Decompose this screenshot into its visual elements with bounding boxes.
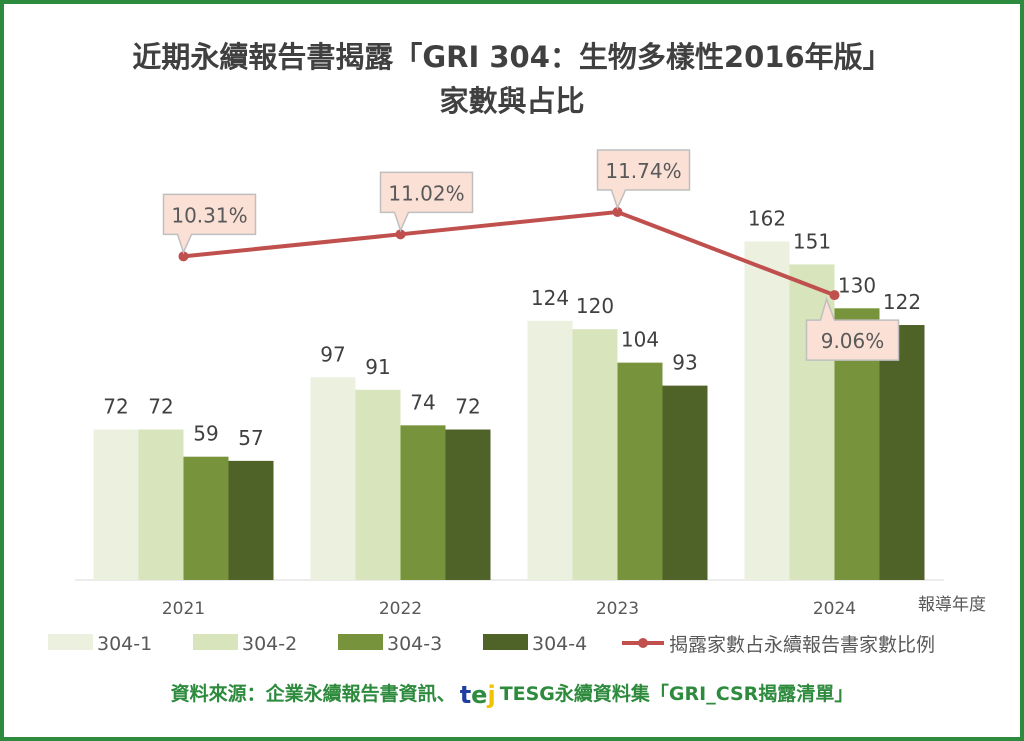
line-data-callout xyxy=(596,149,691,211)
legend-swatch-304-4 xyxy=(483,634,528,650)
bar-data-label: 59 xyxy=(193,422,218,446)
line-data-label: 9.06% xyxy=(821,329,885,353)
bar-304-1-2024 xyxy=(744,241,790,581)
bar-data-label: 93 xyxy=(672,351,697,375)
line-point xyxy=(395,229,406,240)
bar-304-3-2023 xyxy=(617,362,663,580)
line-data-label: 11.74% xyxy=(605,159,681,183)
bar-304-4-2023 xyxy=(662,385,708,580)
bar-304-4-2024 xyxy=(879,325,925,580)
bar-304-1-2023 xyxy=(527,320,573,580)
bar-data-label: 162 xyxy=(748,206,786,230)
legend-swatch-304-1 xyxy=(48,634,93,650)
bar-304-1-2021 xyxy=(93,429,139,580)
bar-data-label: 72 xyxy=(103,395,128,419)
bar-data-label: 74 xyxy=(410,390,435,414)
bar-data-label: 124 xyxy=(531,286,569,310)
bar-data-label: 104 xyxy=(621,328,659,352)
bar-data-label: 151 xyxy=(793,229,831,253)
legend-label: 揭露家數占永續報告書家數比例 xyxy=(669,634,935,656)
bar-data-label: 122 xyxy=(883,290,921,314)
x-axis-title: 報導年度 xyxy=(918,595,986,615)
bar-304-3-2022 xyxy=(400,425,446,580)
legend-marker xyxy=(638,638,648,648)
bar-304-2-2023 xyxy=(572,329,618,580)
legend-swatch-304-2 xyxy=(193,634,238,650)
line-data-callout xyxy=(162,193,257,255)
chart-title: 近期永續報告書揭露「GRI 304：生物多樣性2016年版」 xyxy=(132,40,892,74)
line-data-label: 11.02% xyxy=(388,181,464,205)
bar-data-label: 91 xyxy=(365,355,390,379)
bar-304-2-2021 xyxy=(138,429,184,580)
bar-data-label: 97 xyxy=(320,342,345,366)
line-point xyxy=(178,251,189,262)
legend-label: 304-2 xyxy=(242,633,297,655)
source-prefix: 資料來源：企業永續報告書資訊、 xyxy=(170,683,456,705)
line-data-callout xyxy=(379,171,474,233)
chart-subtitle: 家數與占比 xyxy=(439,84,585,118)
line-point xyxy=(829,290,840,301)
x-tick-label: 2024 xyxy=(813,599,856,619)
x-tick-label: 2023 xyxy=(596,599,639,619)
legend-swatch-304-3 xyxy=(338,634,383,650)
bar-304-4-2021 xyxy=(228,460,274,580)
legend-label: 304-1 xyxy=(97,633,152,655)
line-point xyxy=(612,207,623,217)
source-note: 資料來源：企業永續報告書資訊、 tej TESG永續資料集「GRI_CSR揭露清單」 xyxy=(0,679,1024,709)
x-tick-label: 2021 xyxy=(162,599,205,619)
line-data-callout xyxy=(805,296,900,361)
line-data-label: 10.31% xyxy=(171,203,247,227)
bar-304-4-2022 xyxy=(445,429,491,580)
bar-304-1-2022 xyxy=(310,377,356,580)
source-suffix: TESG永續資料集「GRI_CSR揭露清單」 xyxy=(499,683,854,705)
legend-label: 304-3 xyxy=(387,633,442,655)
bar-304-2-2022 xyxy=(355,389,401,580)
bar-304-3-2021 xyxy=(183,456,229,580)
legend-label: 304-4 xyxy=(532,633,587,655)
x-tick-label: 2022 xyxy=(379,599,422,619)
line-series xyxy=(183,209,836,297)
tej-logo: tej xyxy=(459,680,496,709)
bar-data-label: 72 xyxy=(455,395,480,419)
bar-data-label: 130 xyxy=(838,273,876,297)
bar-data-label: 120 xyxy=(576,294,614,318)
bar-data-label: 57 xyxy=(238,426,263,450)
bar-data-label: 72 xyxy=(148,395,173,419)
